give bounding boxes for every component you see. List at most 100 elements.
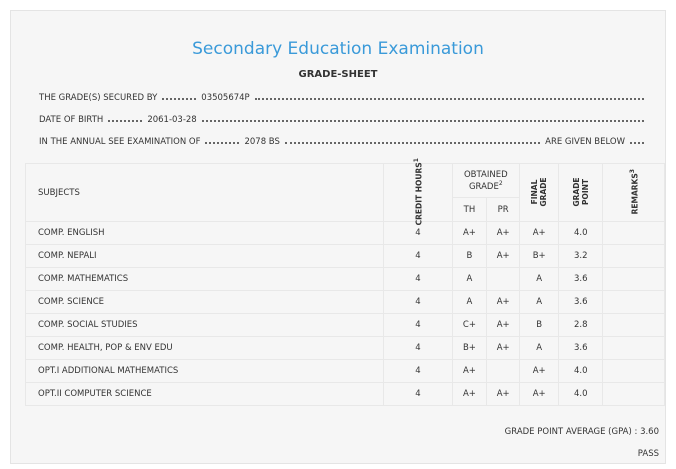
grade-cell: 4.0: [558, 382, 604, 406]
remarks-cell: [602, 336, 665, 360]
info-line: IN THE ANNUAL SEE EXAMINATION OF 2078 BS…: [39, 137, 649, 147]
grade-cell: A+: [486, 313, 521, 337]
subject-cell: COMP. SCIENCE: [24, 290, 385, 314]
grade-cell: B+: [451, 336, 488, 360]
grade-cell: 4.0: [558, 359, 604, 383]
info-value: 03505674P: [201, 93, 250, 103]
grade-cell: 2.8: [558, 313, 604, 337]
info-line: THE GRADE(S) SECURED BY 03505674P: [39, 93, 649, 103]
remarks-cell: [602, 359, 665, 383]
grade-cell: 3.2: [558, 244, 604, 268]
grade-cell: A: [451, 267, 488, 291]
header-note: 1: [413, 158, 421, 163]
grade-cell: A: [451, 290, 488, 314]
grade-cell: A+: [451, 382, 488, 406]
grade-sheet: Secondary Education Examination GRADE-SH…: [10, 10, 666, 464]
subject-cell: COMP. MATHEMATICS: [24, 267, 385, 291]
table-row: OPT.II COMPUTER SCIENCE 4 A+ A+ A+ 4.0: [24, 382, 665, 406]
remarks-cell: [602, 221, 665, 245]
gpa: GRADE POINT AVERAGE (GPA) : 3.60: [505, 427, 659, 437]
grade-cell: A+: [451, 359, 488, 383]
grade-cell: 3.6: [558, 336, 604, 360]
grade-cell: 4: [383, 359, 453, 383]
table-row: OPT.I ADDITIONAL MATHEMATICS 4 A+ A+ 4.0: [24, 359, 665, 383]
grade-cell: 4: [383, 336, 453, 360]
grade-cell: 4: [383, 221, 453, 245]
header-cell: SUBJECTS: [24, 163, 385, 222]
subject-cell: COMP. HEALTH, POP & ENV EDU: [24, 336, 385, 360]
gpa-label: GRADE POINT AVERAGE (GPA) :: [504, 427, 638, 437]
header-text: REMARKS: [630, 173, 640, 215]
grade-cell: A+: [451, 221, 488, 245]
table-row: COMP. ENGLISH 4 A+ A+ A+ 4.0: [24, 221, 665, 245]
subject-cell: OPT.I ADDITIONAL MATHEMATICS: [24, 359, 385, 383]
table-row: COMP. NEPALI 4 B A+ B+ 3.2: [24, 244, 665, 268]
grade-cell: B: [451, 244, 488, 268]
info-value: 2078 BS: [244, 137, 280, 147]
table-row: COMP. SOCIAL STUDIES 4 C+ A+ B 2.8: [24, 313, 665, 337]
grade-cell: C+: [451, 313, 488, 337]
header-text: GRADE POINT: [571, 177, 590, 207]
subject-cell: COMP. ENGLISH: [24, 221, 385, 245]
header-text: CREDIT HOURS: [414, 162, 424, 226]
header-cell: REMARKS3: [602, 163, 665, 222]
table-row: COMP. HEALTH, POP & ENV EDU 4 B+ A+ A 3.6: [24, 336, 665, 360]
subject-cell: COMP. NEPALI: [24, 244, 385, 268]
table-row: COMP. MATHEMATICS 4 A A 3.6: [24, 267, 665, 291]
remarks-cell: [602, 382, 665, 406]
header-cell: GRADE POINT: [558, 163, 604, 222]
header-cell: OBTAINED GRADE2: [451, 163, 521, 198]
grade-cell: A+: [519, 382, 560, 406]
info-value: 2061-03-28: [147, 115, 197, 125]
header-cell: TH: [451, 197, 488, 222]
grade-cell: 4: [383, 382, 453, 406]
grade-cell: 4: [383, 244, 453, 268]
header-cell: PR: [486, 197, 521, 222]
grade-cell: A: [519, 267, 560, 291]
grade-cell: [486, 267, 521, 291]
remarks-cell: [602, 244, 665, 268]
grade-cell: B+: [519, 244, 560, 268]
info-label: DATE OF BIRTH: [39, 115, 104, 125]
grade-cell: 4.0: [558, 221, 604, 245]
subject-cell: COMP. SOCIAL STUDIES: [24, 313, 385, 337]
header-text: OBTAINED GRADE: [463, 169, 508, 192]
grade-cell: A+: [486, 382, 521, 406]
info-label: THE GRADE(S) SECURED BY: [39, 93, 158, 103]
grade-cell: A+: [486, 336, 521, 360]
remarks-cell: [602, 267, 665, 291]
subject-cell: OPT.II COMPUTER SCIENCE: [24, 382, 385, 406]
grade-cell: A+: [486, 221, 521, 245]
header-cell: CREDIT HOURS1: [383, 158, 453, 226]
header-note: 3: [628, 169, 636, 174]
table-body: COMP. ENGLISH 4 A+ A+ A+ 4.0 COMP. NEPALI 4 B A+ B…: [24, 221, 665, 406]
header-text: FINAL GRADE: [530, 177, 549, 207]
result: PASS: [637, 449, 659, 459]
subtitle: GRADE-SHEET: [298, 69, 378, 80]
grade-cell: 4: [383, 290, 453, 314]
grade-cell: 3.6: [558, 290, 604, 314]
grade-table: SUBJECTS CREDIT HOURS1 OBTAINED GRADE2 F…: [24, 158, 665, 406]
grade-cell: A+: [519, 221, 560, 245]
grade-cell: 3.6: [558, 267, 604, 291]
title: Secondary Education Examination: [192, 39, 484, 59]
grade-cell: B: [519, 313, 560, 337]
grade-cell: 4: [383, 313, 453, 337]
header-cell: FINAL GRADE: [519, 163, 560, 222]
grade-cell: 4: [383, 267, 453, 291]
grade-cell: [486, 359, 521, 383]
table-row: COMP. SCIENCE 4 A A+ A 3.6: [24, 290, 665, 314]
info-suffix: ARE GIVEN BELOW: [545, 137, 625, 147]
gpa-value: 3.60: [640, 427, 659, 437]
grade-cell: A: [519, 336, 560, 360]
info-label: IN THE ANNUAL SEE EXAMINATION OF: [39, 137, 201, 147]
grade-cell: A+: [486, 290, 521, 314]
grade-cell: A+: [519, 359, 560, 383]
remarks-cell: [602, 313, 665, 337]
grade-cell: A: [519, 290, 560, 314]
header-note: 2: [498, 179, 503, 187]
info-line: DATE OF BIRTH 2061-03-28: [39, 115, 649, 125]
remarks-cell: [602, 290, 665, 314]
grade-cell: A+: [486, 244, 521, 268]
